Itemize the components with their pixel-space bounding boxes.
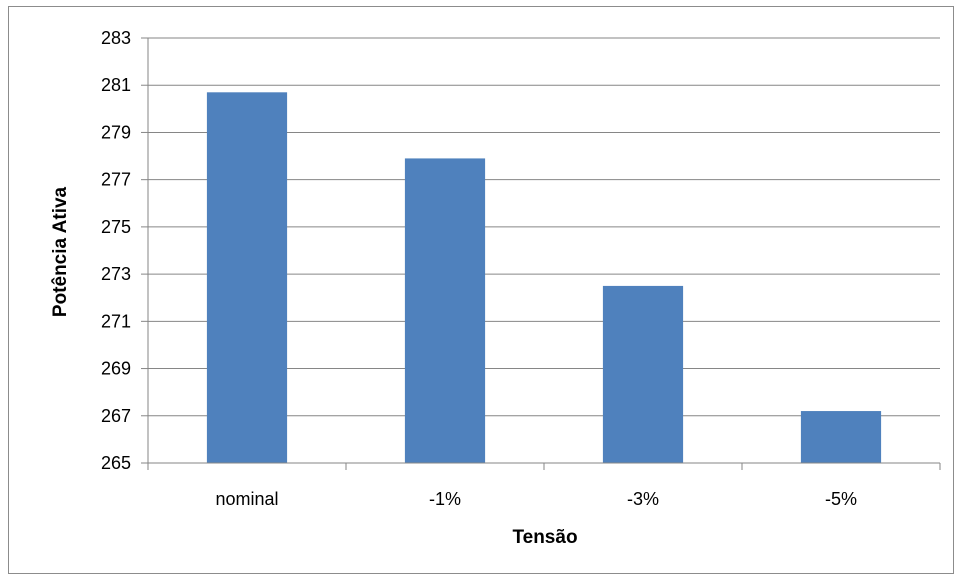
- x-tick-label: -1%: [429, 489, 461, 509]
- y-tick-label: 283: [101, 28, 131, 48]
- y-tick-label: 271: [101, 311, 131, 331]
- bar-4: [800, 411, 882, 463]
- y-tick-label: 275: [101, 217, 131, 237]
- bars: [206, 92, 882, 464]
- y-tick-label: 281: [101, 75, 131, 95]
- y-tick-label: 277: [101, 170, 131, 190]
- bar-2: [404, 158, 486, 463]
- y-tick-label: 267: [101, 406, 131, 426]
- y-axis-title: Potência Ativa: [50, 186, 71, 317]
- y-tick-label: 273: [101, 264, 131, 284]
- bar-1: [206, 92, 288, 464]
- x-tick-label: nominal: [215, 489, 278, 509]
- y-tick-label: 269: [101, 359, 131, 379]
- y-tick-label: 279: [101, 122, 131, 142]
- x-tick-label: -5%: [825, 489, 857, 509]
- x-tick-label: -3%: [627, 489, 659, 509]
- x-axis-title: Tensão: [512, 527, 577, 548]
- bar-3: [602, 285, 684, 463]
- axes: [147, 38, 941, 470]
- y-tick-label: 265: [101, 453, 131, 473]
- y-tick-labels: 265 267 269 271 273 275 277 279 281 283: [101, 28, 131, 473]
- x-tick-labels: nominal -1% -3% -5%: [215, 489, 857, 509]
